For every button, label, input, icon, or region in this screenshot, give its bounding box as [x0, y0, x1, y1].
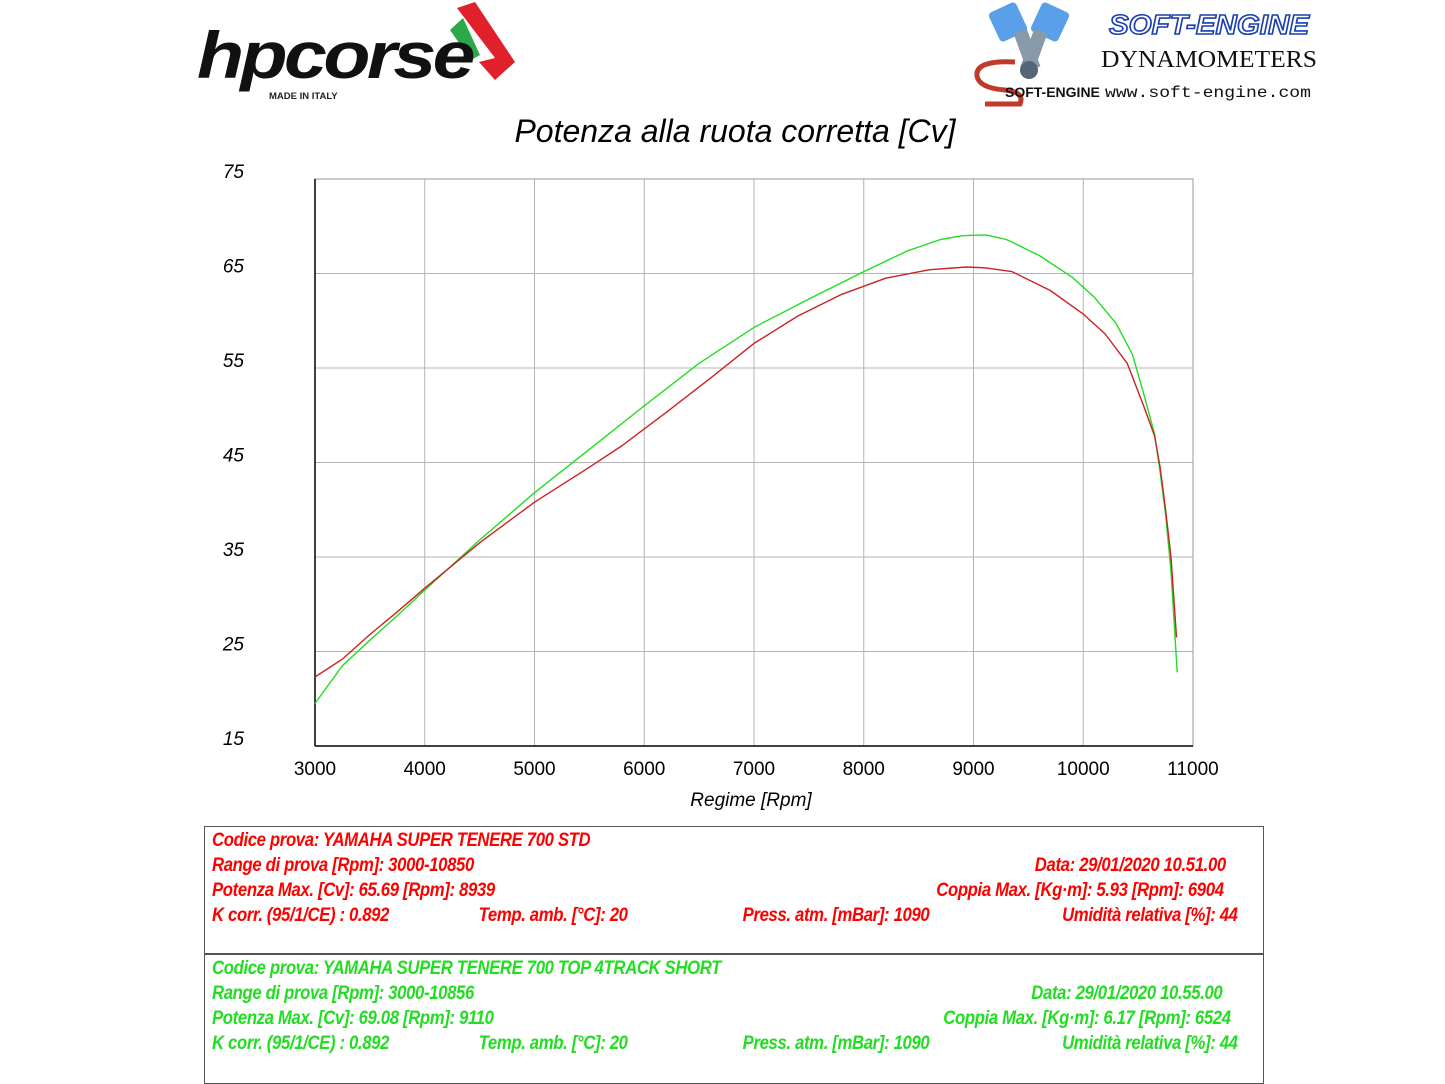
info-std-temp: Temp. amb. [°C]: 20	[478, 905, 628, 926]
info-top-press: Press. atm. [mBar]: 1090	[742, 1033, 930, 1054]
info-row-1: Codice prova: YAMAHA SUPER TENERE 700 TO…	[212, 958, 1137, 982]
info-std-data: Data: 29/01/2020 10.51.00	[1034, 855, 1226, 876]
info-std-umid: Umidità relativa [%]: 44	[1062, 905, 1238, 926]
info-top-potenza: Potenza Max. [Cv]: 69.08 [Rpm]: 9110	[212, 1008, 494, 1029]
soft-engine-mark: SOFT-ENGINE	[1005, 84, 1100, 100]
info-std-coppia: Coppia Max. [Kg·m]: 5.93 [Rpm]: 6904	[936, 880, 1224, 901]
info-std-codice: Codice prova: YAMAHA SUPER TENERE 700 ST…	[212, 830, 591, 851]
x-tick-label: 3000	[294, 759, 336, 780]
soft-engine-mark-s	[974, 59, 1024, 107]
chart-title: Potenza alla ruota corretta [Cv]	[514, 113, 956, 149]
info-row-1: Codice prova: YAMAHA SUPER TENERE 700 ST…	[212, 830, 1137, 854]
x-tick-label: 7000	[733, 759, 775, 780]
hpcorse-logo-swoosh-green	[450, 18, 480, 60]
x-tick-label: 6000	[623, 759, 665, 780]
info-top-kcorr: K corr. (95/1/CE) : 0.892	[212, 1033, 390, 1054]
hpcorse-logo-swoosh-red	[457, 2, 515, 80]
chart-grid	[314, 178, 1194, 747]
soft-engine-dynamometers: DYNAMOMETERS	[1101, 47, 1317, 73]
info-std-range: Range di prova [Rpm]: 3000-10850	[212, 855, 474, 876]
info-top-codice: Codice prova: YAMAHA SUPER TENERE 700 TO…	[212, 958, 722, 979]
info-row-3: Potenza Max. [Cv]: 69.08 [Rpm]: 9110 Cop…	[212, 1008, 1231, 1032]
info-std-potenza: Potenza Max. [Cv]: 65.69 [Rpm]: 8939	[212, 880, 495, 901]
soft-engine-name: SOFT-ENGINE	[1109, 9, 1310, 40]
y-tick-label: 55	[223, 351, 245, 372]
y-tick-label: 15	[223, 729, 245, 750]
info-row-2: Range di prova [Rpm]: 3000-10856 Data: 2…	[212, 983, 1223, 1007]
y-axis-ticks: 75 65 55 45 35 25 15	[222, 162, 245, 750]
soft-engine-logo: SOFT-ENGINE SOFT-ENGINE DYNAMOMETERS www…	[974, 2, 1317, 107]
x-tick-label: 11000	[1167, 759, 1218, 780]
info-row-4: K corr. (95/1/CE) : 0.892 Temp. amb. [°C…	[212, 1033, 1238, 1057]
piston-icon	[988, 2, 1070, 79]
x-tick-label: 8000	[843, 759, 885, 780]
series-line-top	[314, 234, 1178, 704]
hpcorse-logo: hpcorse MADE IN ITALY	[197, 2, 515, 102]
x-tick-label: 4000	[404, 759, 446, 780]
info-std-kcorr: K corr. (95/1/CE) : 0.892	[212, 905, 390, 926]
hpcorse-logo-text: hpcorse	[197, 18, 474, 92]
info-row-4: K corr. (95/1/CE) : 0.892 Temp. amb. [°C…	[212, 905, 1238, 929]
power-chart: Potenza alla ruota corretta [Cv] 75 65 55 4…	[222, 113, 1219, 811]
x-tick-label: 10000	[1057, 759, 1110, 780]
y-tick-label: 45	[223, 446, 245, 467]
info-std-press: Press. atm. [mBar]: 1090	[742, 905, 930, 926]
chart-series	[314, 234, 1178, 704]
series-line-std	[314, 266, 1178, 678]
y-tick-label: 75	[223, 162, 245, 183]
hpcorse-logo-tagline: MADE IN ITALY	[269, 91, 338, 102]
x-axis-label: Regime [Rpm]	[690, 790, 812, 811]
x-tick-label: 9000	[952, 759, 994, 780]
info-top-data: Data: 29/01/2020 10.55.00	[1031, 983, 1223, 1004]
soft-engine-url: www.soft-engine.com	[1105, 84, 1311, 102]
test-info-top: Codice prova: YAMAHA SUPER TENERE 700 TO…	[204, 954, 1264, 1084]
test-info-std: Codice prova: YAMAHA SUPER TENERE 700 ST…	[204, 826, 1264, 954]
info-top-range: Range di prova [Rpm]: 3000-10856	[212, 983, 474, 1004]
y-tick-label: 65	[223, 257, 245, 278]
info-row-2: Range di prova [Rpm]: 3000-10850 Data: 2…	[212, 855, 1226, 879]
info-top-umid: Umidità relativa [%]: 44	[1062, 1033, 1238, 1054]
info-top-coppia: Coppia Max. [Kg·m]: 6.17 [Rpm]: 6524	[943, 1008, 1231, 1029]
y-tick-label: 35	[223, 540, 245, 561]
x-tick-label: 5000	[513, 759, 555, 780]
info-row-3: Potenza Max. [Cv]: 65.69 [Rpm]: 8939 Cop…	[212, 880, 1224, 904]
y-tick-label: 25	[222, 635, 245, 656]
x-axis-ticks: 3000 4000 5000 6000 7000 8000 9000 10000 11000	[294, 759, 1219, 780]
info-top-temp: Temp. amb. [°C]: 20	[478, 1033, 628, 1054]
